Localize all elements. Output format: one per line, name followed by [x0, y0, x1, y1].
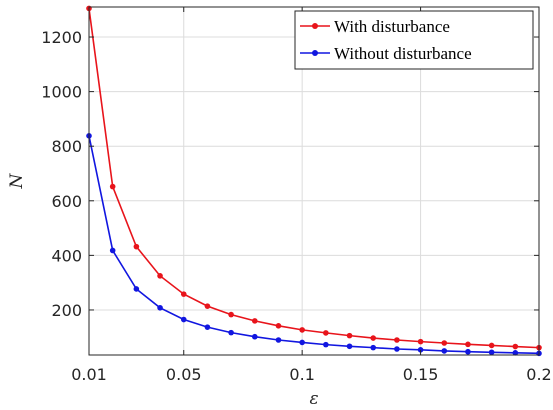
data-point-without-disturbance: [346, 343, 353, 350]
data-point-without-disturbance: [109, 247, 116, 254]
data-point-with-disturbance: [488, 342, 495, 349]
data-point-without-disturbance: [228, 329, 234, 336]
legend-box: [294, 10, 534, 70]
data-point-without-disturbance: [488, 349, 495, 356]
data-point-without-disturbance: [157, 304, 163, 311]
data-point-with-disturbance: [251, 318, 258, 324]
data-point-with-disturbance: [512, 343, 519, 350]
x-tick-label: 0.1: [289, 365, 314, 384]
data-point-with-disturbance: [465, 341, 471, 348]
plot-frame: [88, 6, 540, 356]
x-tick-label: 0.05: [166, 365, 202, 384]
x-tick-label: 0.15: [403, 365, 439, 384]
data-point-without-disturbance: [251, 333, 258, 340]
y-tick-label: 1200: [41, 28, 82, 47]
data-point-without-disturbance: [323, 341, 329, 348]
data-point-with-disturbance: [441, 340, 448, 346]
data-point-without-disturbance: [441, 348, 448, 354]
y-tick-label: 200: [51, 301, 82, 320]
data-point-without-disturbance: [465, 348, 471, 355]
y-tick-label: 400: [51, 246, 82, 265]
y-tick-label: 1000: [41, 83, 82, 102]
x-tick-label: 0.2: [526, 365, 551, 384]
y-tick-label: 800: [51, 137, 82, 156]
data-point-without-disturbance: [204, 324, 211, 330]
data-point-without-disturbance: [394, 346, 400, 352]
data-point-with-disturbance: [180, 291, 187, 297]
data-point-without-disturbance: [512, 350, 519, 356]
legend-label-with-disturbance: With disturbance: [334, 17, 450, 36]
data-point-with-disturbance: [417, 338, 424, 345]
data-point-without-disturbance: [275, 337, 282, 343]
data-point-with-disturbance: [299, 327, 305, 333]
data-point-with-disturbance: [323, 330, 329, 336]
data-point-with-disturbance: [346, 332, 353, 339]
data-point-without-disturbance: [417, 347, 424, 353]
data-point-with-disturbance: [133, 243, 140, 250]
tick-labels: 0.01 0.05 0.1 0.15 0.2 200 400 600 800 1000 1200: [41, 28, 551, 384]
data-point-without-disturbance: [299, 339, 305, 346]
data-point-with-disturbance: [275, 322, 282, 329]
data-point-without-disturbance: [133, 286, 140, 292]
x-tick-label: 0.01: [71, 365, 107, 384]
y-axis-title: N: [7, 172, 27, 189]
data-point-without-disturbance: [180, 316, 187, 323]
legend-label-without-disturbance: Without disturbance: [334, 44, 472, 63]
series-line-without-disturbance: [88, 135, 540, 355]
data-point-with-disturbance: [157, 273, 163, 279]
data-point-with-disturbance: [394, 337, 400, 343]
ticks: [88, 7, 540, 355]
y-tick-label: 600: [51, 192, 82, 211]
data-point-with-disturbance: [204, 303, 211, 309]
data-point-with-disturbance: [228, 311, 234, 318]
data-point-with-disturbance: [370, 335, 377, 341]
legend-marker-without-disturbance: [312, 50, 318, 56]
series-layer: [86, 5, 542, 357]
legend: With disturbance Without disturbance: [294, 10, 534, 70]
series-line-with-disturbance: [88, 8, 540, 349]
legend-marker-with-disturbance: [312, 23, 318, 29]
data-point-with-disturbance: [109, 183, 116, 190]
x-axis-title: ε: [309, 389, 318, 409]
data-point-without-disturbance: [370, 344, 377, 351]
